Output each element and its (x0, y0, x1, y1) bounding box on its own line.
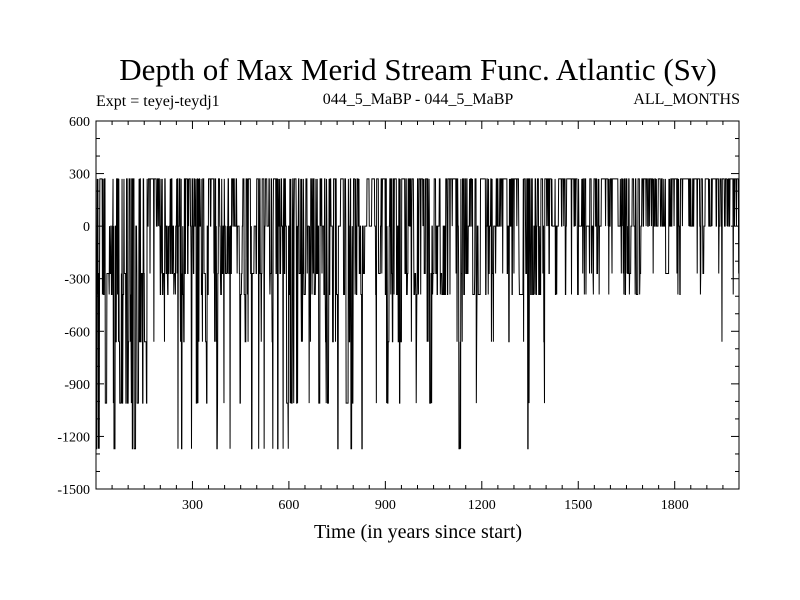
x-tick-label: 1200 (468, 498, 496, 513)
x-tick-label: 600 (278, 498, 299, 513)
y-tick-label: -1500 (57, 483, 90, 498)
y-tick-label: -300 (64, 273, 90, 288)
axis-ticks (96, 121, 739, 489)
x-tick-label: 1500 (564, 498, 592, 513)
axis-tick-labels: 300 600 900 1200 1500 1800 600 300 0 -300 -600 -900… (57, 115, 688, 513)
y-tick-label: -600 (64, 325, 90, 340)
period-label: 044_5_MaBP - 044_5_MaBP (323, 91, 514, 108)
plot-frame (95, 120, 740, 490)
experiment-label: Expt = teyej-teydj1 (96, 93, 220, 110)
y-tick-label: -1200 (57, 430, 90, 445)
y-tick-label: 600 (69, 115, 90, 130)
x-tick-label: 300 (182, 498, 203, 513)
series-line (95, 156, 740, 450)
chart-title: Depth of Max Merid Stream Func. Atlantic… (119, 52, 717, 87)
plot-area: 300 600 900 1200 1500 1800 600 300 0 -300 -600 -900… (57, 115, 740, 513)
y-tick-label: 0 (83, 220, 90, 235)
x-axis-label: Time (in years since start) (314, 521, 522, 543)
y-tick-label: -900 (64, 378, 90, 393)
x-tick-label: 1800 (661, 498, 689, 513)
x-tick-label: 900 (375, 498, 396, 513)
y-tick-label: 300 (69, 168, 90, 183)
months-label: ALL_MONTHS (633, 91, 740, 108)
